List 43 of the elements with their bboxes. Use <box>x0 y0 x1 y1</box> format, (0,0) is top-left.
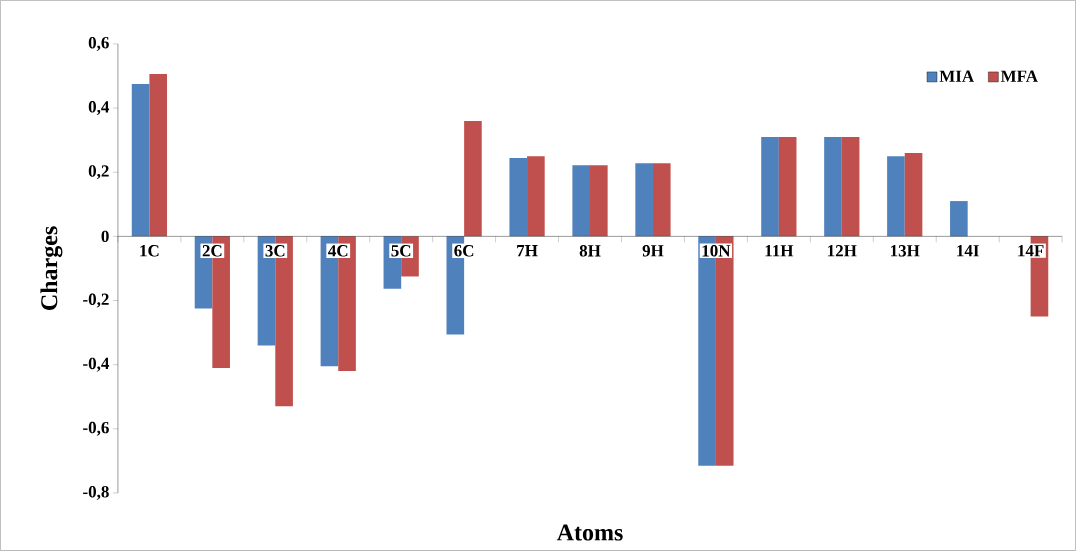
y-axis-title: Charges <box>40 226 63 310</box>
bar <box>572 165 591 237</box>
x-tick-label: 3C <box>265 245 285 257</box>
legend-label: MIA <box>939 70 975 82</box>
y-tick-label: -0,4 <box>83 357 110 372</box>
x-tick-label: 14I <box>957 245 979 257</box>
bar <box>824 136 842 237</box>
x-tick-label: 10N <box>702 245 731 257</box>
x-tick-label: 12H <box>828 245 857 257</box>
x-tick-label: 13H <box>890 245 920 257</box>
legend-label: MFA <box>1000 70 1038 82</box>
x-tick-label: 11H <box>765 245 794 257</box>
y-tick-label: 0,4 <box>88 101 110 116</box>
bar <box>778 136 797 237</box>
x-tick-label: 1C <box>140 245 159 257</box>
bar <box>464 120 482 237</box>
bar <box>590 165 608 237</box>
x-tick-label: 5C <box>391 245 411 257</box>
bar <box>149 74 168 237</box>
bar <box>652 163 671 237</box>
y-tick-label: -0,6 <box>83 421 109 436</box>
x-tick-label: 6C <box>454 245 474 257</box>
y-tick-label: 0 <box>101 230 109 243</box>
y-tick-label: 0,6 <box>88 36 109 51</box>
bar <box>887 156 905 237</box>
bar <box>761 136 779 237</box>
x-axis-title: Atoms <box>556 524 623 541</box>
bar <box>635 163 653 237</box>
bar <box>950 201 968 237</box>
bar <box>841 136 860 237</box>
y-tick-label: -0,2 <box>83 293 109 308</box>
bar <box>131 84 150 237</box>
x-tick-label: 7H <box>517 245 538 257</box>
x-tick-label: 8H <box>579 245 601 257</box>
bar <box>509 158 528 237</box>
bar <box>527 156 545 237</box>
x-tick-label: 14F <box>1018 245 1044 257</box>
y-tick-label: 0,2 <box>88 165 109 180</box>
x-tick-label: 9H <box>642 245 664 257</box>
x-tick-label: 4C <box>328 245 348 257</box>
y-tick-label: -0,8 <box>83 486 109 500</box>
x-tick-label: 2C <box>202 245 222 257</box>
bar <box>904 153 923 237</box>
